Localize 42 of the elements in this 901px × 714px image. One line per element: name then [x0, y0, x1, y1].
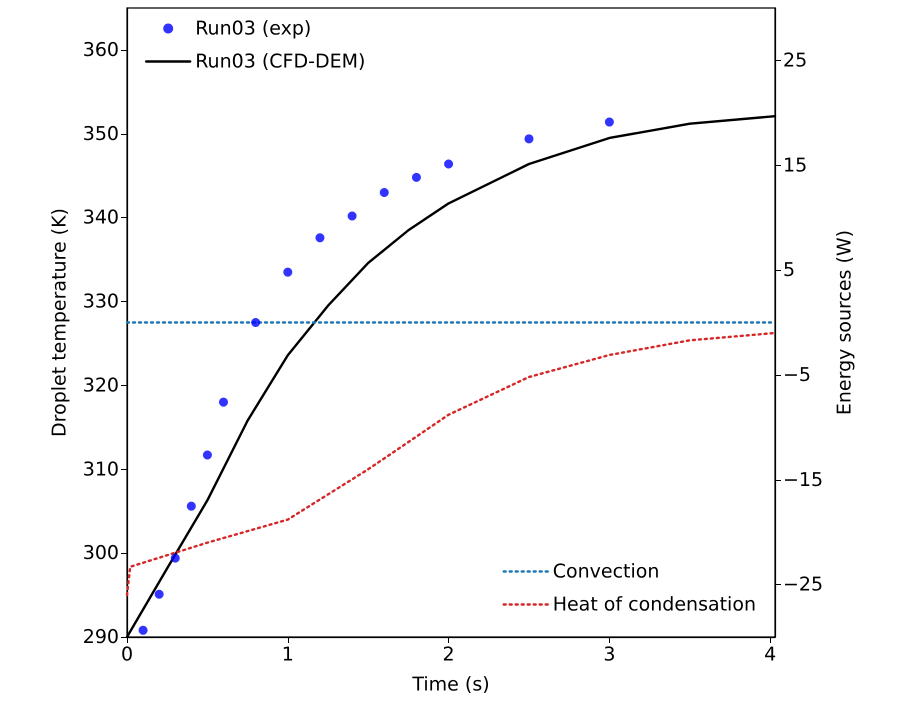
point	[412, 172, 421, 182]
x-tick-label: 0	[120, 644, 134, 666]
point	[348, 211, 357, 220]
y-axis-title: Droplet temperature (K)	[48, 208, 70, 437]
line-series	[126, 332, 776, 596]
legend-label: Convection	[552, 560, 660, 582]
x-tick-label: 1	[282, 644, 294, 666]
point	[218, 398, 228, 407]
y2-axis-title: Energy sources (W)	[834, 230, 856, 416]
y-tick-label: 330	[82, 290, 119, 313]
legend-label: Heat of condensation	[552, 594, 756, 616]
x-tick-label: 3	[603, 644, 616, 666]
y-tick-label: 340	[82, 206, 119, 229]
point	[524, 134, 534, 144]
y2-tick-label: −15	[783, 468, 824, 491]
point	[202, 450, 212, 460]
point	[444, 159, 454, 168]
point	[604, 118, 614, 127]
point	[251, 318, 260, 327]
point	[138, 626, 148, 635]
y-tick-label: 310	[82, 458, 119, 480]
x-tick-label: 4	[764, 644, 776, 666]
point	[283, 268, 292, 277]
legend-label: Run03 (CFD-DEM)	[195, 50, 366, 72]
y2-tick-label: 5	[783, 259, 796, 282]
y-tick-label: 320	[82, 374, 119, 396]
point	[315, 233, 324, 242]
y2-tick-label: 25	[783, 49, 808, 72]
legend-label: Run03 (exp)	[195, 18, 312, 40]
point	[380, 188, 389, 198]
x-tick-label: 2	[442, 644, 455, 666]
y2-tick-label: 15	[783, 154, 808, 176]
y-tick-label: 350	[82, 122, 119, 145]
y-tick-label: 300	[82, 542, 119, 564]
point	[170, 554, 180, 563]
y2-tick-label: −5	[783, 364, 812, 386]
y2-tick-label: −25	[783, 574, 824, 596]
y-tick-label: 360	[82, 38, 119, 61]
point	[186, 502, 196, 511]
x-axis-title: Time (s)	[411, 674, 490, 696]
point	[154, 590, 164, 599]
y-tick-label: 290	[82, 626, 119, 648]
